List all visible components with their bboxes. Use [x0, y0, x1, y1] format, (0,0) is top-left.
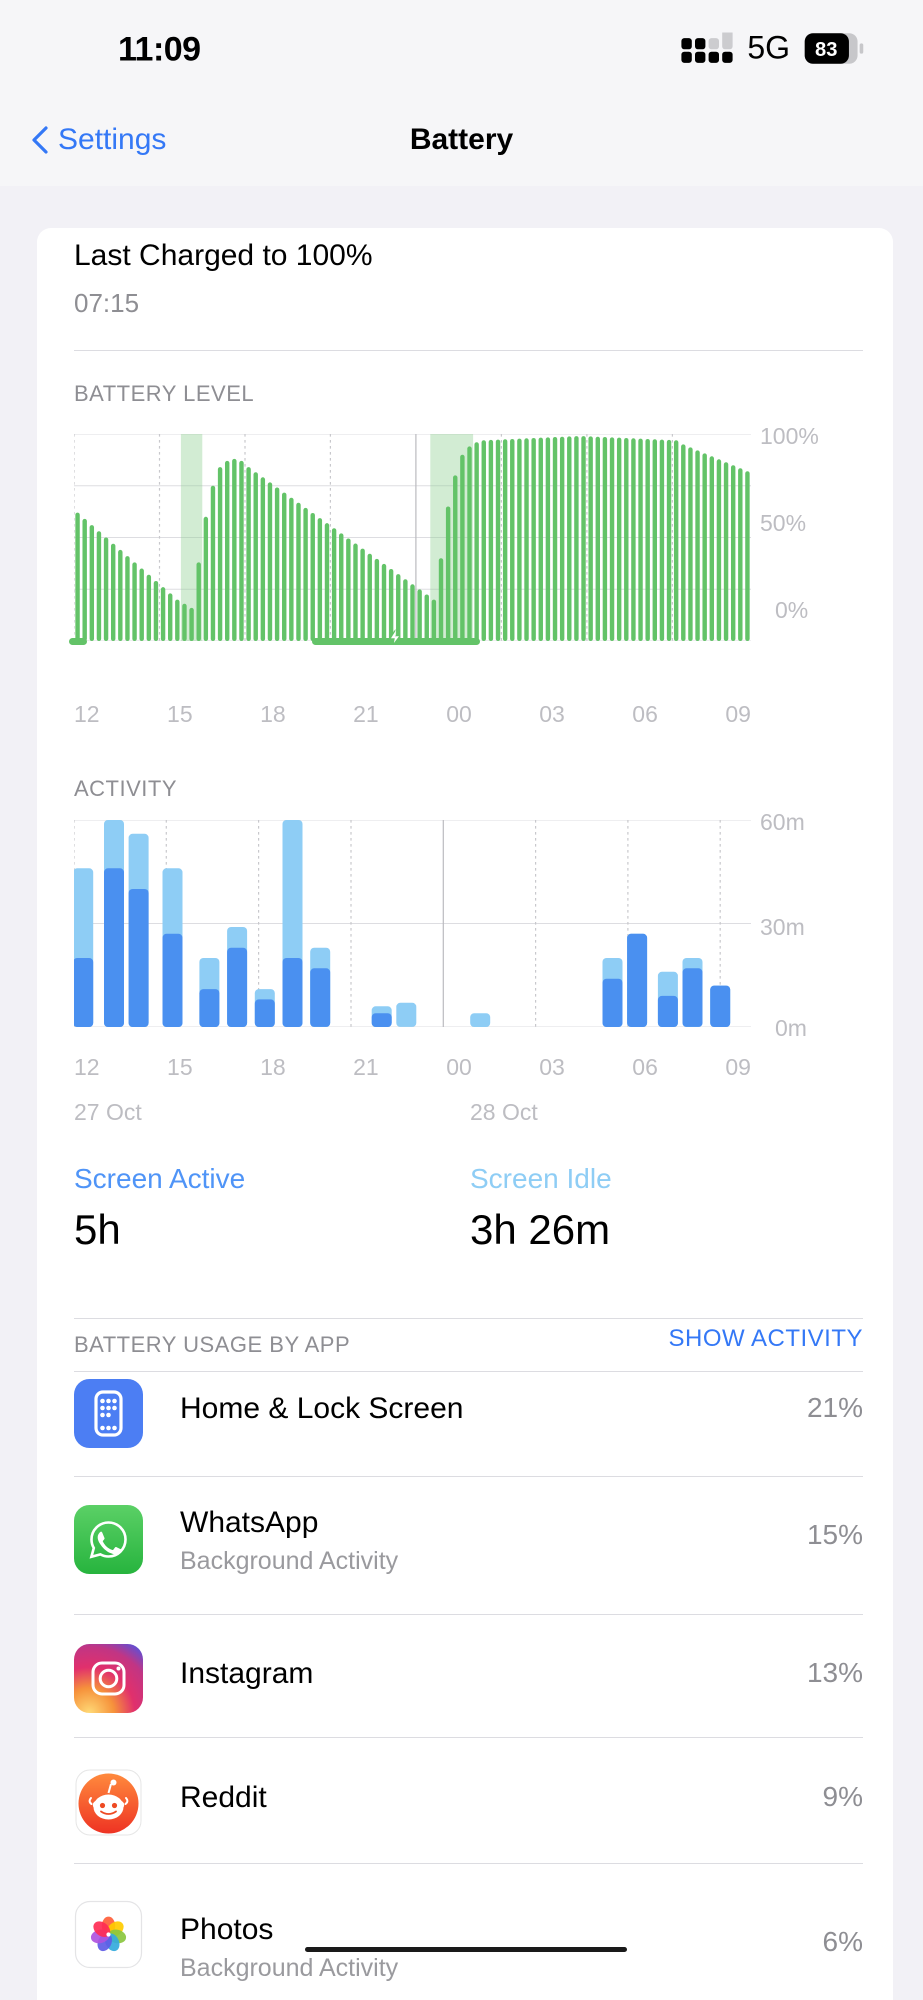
svg-text:83: 83	[815, 38, 837, 60]
